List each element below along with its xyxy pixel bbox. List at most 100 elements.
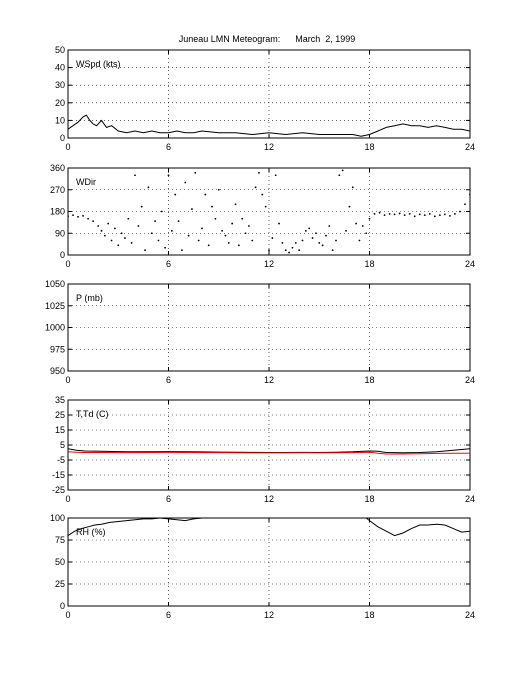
x-tick-label: 18 [364, 259, 374, 269]
y-tick-label: 975 [50, 344, 65, 354]
wind-direction-point [87, 217, 89, 220]
wind-direction-point [174, 193, 177, 196]
wind-direction-point [184, 181, 187, 184]
wind-direction-point [120, 232, 123, 235]
y-tick-label: 25 [55, 579, 65, 589]
wind-direction-point [170, 229, 173, 232]
x-tick-label: 0 [65, 259, 70, 269]
wind-direction-point [157, 239, 160, 242]
wind-direction-point [368, 217, 371, 220]
wind-direction-point [254, 186, 257, 189]
x-tick-label: 12 [264, 259, 274, 269]
x-tick-label: 12 [264, 494, 274, 504]
wind-direction-point [383, 214, 386, 217]
wind-direction-point [164, 246, 167, 249]
y-tick-label: 1050 [45, 279, 65, 289]
y-tick-label: -5 [57, 455, 65, 465]
x-tick-label: 0 [65, 610, 70, 620]
x-tick-label: 6 [166, 375, 171, 385]
wind-direction-point [301, 239, 304, 242]
wind-direction-point [221, 229, 224, 232]
wind-direction-point [345, 229, 347, 232]
panel-wind-speed: 0 6 12 18 24 0 10 20 30 40 50 WSpd (kts) [55, 45, 475, 152]
y-tick-label: 0 [60, 601, 65, 611]
wind-direction-point [124, 237, 126, 239]
wind-direction-point [127, 217, 130, 220]
x-tick-label: 18 [364, 494, 374, 504]
wind-direction-point [321, 244, 324, 247]
x-tick-label: 24 [465, 610, 475, 620]
wind-direction-point [355, 222, 357, 225]
wind-direction-point [207, 244, 210, 247]
wind-direction-point [107, 222, 110, 225]
panel-relative-humidity: 0 6 12 18 24 0 25 50 75 100 RH (%) [50, 513, 475, 620]
wind-direction-point [428, 213, 431, 215]
wind-direction-point [413, 215, 416, 218]
wind-direction-point [351, 186, 354, 189]
x-tick-label: 24 [465, 375, 475, 385]
wind-direction-point [459, 210, 461, 213]
wind-direction-point [227, 242, 230, 244]
wind-direction-point [167, 174, 170, 177]
wind-direction-point [130, 242, 133, 244]
x-tick-label: 24 [465, 142, 475, 152]
wind-direction-point [181, 249, 183, 252]
wind-direction-point [268, 249, 270, 252]
wind-direction-point [408, 213, 411, 215]
wind-direction-point [288, 251, 290, 254]
wind-direction-point [237, 244, 240, 247]
wind-direction-point [331, 249, 334, 252]
y-tick-label: 0 [60, 250, 65, 260]
wind-direction-point [154, 220, 157, 223]
wind-direction-point [261, 193, 264, 196]
wind-direction-point [274, 174, 277, 177]
x-tick-label: 0 [65, 142, 70, 152]
wind-direction-point [418, 213, 421, 216]
panel-label: WSpd (kts) [76, 59, 121, 69]
y-tick-label: -25 [52, 485, 65, 495]
wind-speed-series-line-0 [68, 114, 470, 137]
wind-direction-point [82, 214, 84, 217]
wind-direction-point [77, 215, 79, 218]
wind-direction-point [469, 193, 470, 196]
wind-direction-point [204, 193, 207, 196]
x-tick-label: 6 [166, 610, 171, 620]
panel-wind-direction: 0 6 12 18 24 0 90 180 270 360 WDir [50, 163, 475, 269]
x-tick-label: 0 [65, 375, 70, 385]
wind-direction-point [72, 214, 74, 217]
y-tick-label: 50 [55, 557, 65, 567]
y-tick-label: 270 [50, 185, 65, 195]
wind-direction-point [191, 208, 193, 210]
wind-direction-point [373, 213, 376, 215]
y-tick-label: -15 [52, 470, 65, 480]
wind-direction-point [304, 229, 307, 232]
wind-direction-point [443, 213, 446, 216]
wind-direction-point [335, 239, 337, 242]
wind-direction-point [464, 203, 466, 206]
wind-direction-point [241, 217, 244, 220]
wind-direction-point [378, 211, 381, 214]
wind-direction-point [348, 205, 351, 208]
wind-direction-point [68, 215, 69, 218]
wind-direction-point [110, 239, 113, 242]
x-tick-label: 6 [166, 494, 171, 504]
y-tick-label: 1000 [45, 323, 65, 333]
wind-direction-point [315, 232, 317, 235]
wind-direction-point [144, 249, 146, 252]
y-tick-label: 15 [55, 425, 65, 435]
wind-direction-point [100, 229, 103, 232]
wind-direction-point [449, 214, 451, 217]
wind-direction-point [147, 186, 150, 189]
panel-temperature-dewpoint: 0 6 12 18 24 -25 -15 -5 5 15 25 35 T,Td (C) [52, 395, 475, 504]
wind-direction-point [114, 227, 116, 230]
wind-direction-point [231, 222, 234, 225]
x-tick-label: 24 [465, 259, 475, 269]
wind-direction-point [217, 188, 220, 191]
wind-direction-point [140, 205, 143, 208]
x-tick-label: 24 [465, 494, 475, 504]
wind-direction-point [338, 174, 341, 177]
x-tick-label: 6 [166, 259, 171, 269]
y-tick-label: 50 [55, 45, 65, 55]
y-tick-label: 950 [50, 366, 65, 376]
y-tick-label: 0 [60, 133, 65, 143]
